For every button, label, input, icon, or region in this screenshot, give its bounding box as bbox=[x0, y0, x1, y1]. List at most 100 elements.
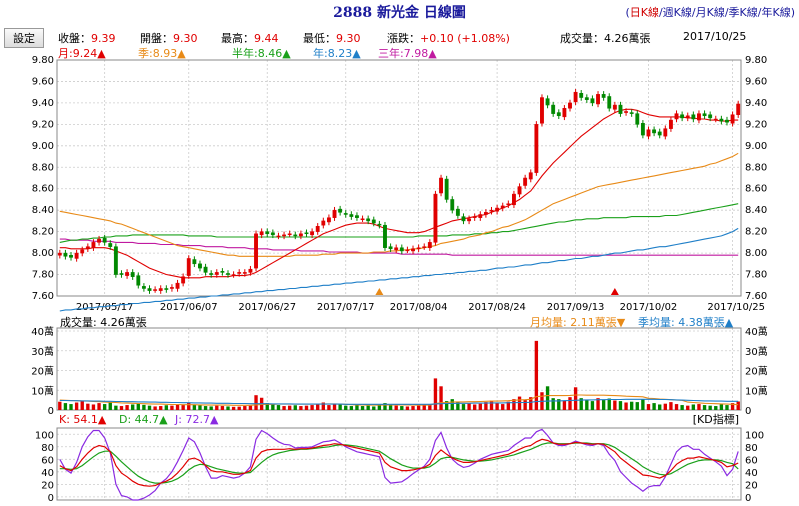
volume-bar bbox=[562, 400, 567, 410]
settings-button[interactable]: 設定 bbox=[4, 28, 44, 48]
volume-bar bbox=[400, 406, 404, 410]
period-separator: / bbox=[757, 6, 762, 19]
candle-body bbox=[562, 108, 567, 118]
kd-ytick-right: 80 bbox=[745, 443, 758, 454]
period-2[interactable]: 月K線 bbox=[695, 6, 725, 19]
candle-body bbox=[69, 254, 73, 258]
period-0[interactable]: 日K線 bbox=[629, 6, 659, 19]
volume-ytick-right: 30萬 bbox=[745, 345, 768, 358]
period-1[interactable]: 週K線 bbox=[662, 6, 692, 19]
volume-bar bbox=[383, 403, 387, 410]
volume-bar bbox=[316, 404, 320, 410]
volume-bar bbox=[388, 404, 393, 410]
volume-bar bbox=[293, 405, 297, 410]
volume-bar bbox=[220, 406, 225, 410]
candle-body bbox=[209, 273, 214, 275]
volume-bar bbox=[523, 400, 527, 410]
volume-bar bbox=[708, 405, 712, 410]
period-4[interactable]: 年K線 bbox=[761, 6, 791, 19]
candle-body bbox=[596, 94, 600, 105]
volume-bar bbox=[91, 404, 96, 410]
volume-bar bbox=[349, 406, 354, 410]
candle-body bbox=[214, 272, 219, 275]
volume-bar bbox=[416, 405, 421, 410]
volume-bar bbox=[618, 401, 623, 410]
ma-cross-marker bbox=[375, 288, 384, 295]
candle-body bbox=[725, 119, 729, 123]
x-tick-label: 2017/06/27 bbox=[238, 302, 296, 313]
candle-body bbox=[310, 231, 315, 236]
candle-body bbox=[399, 247, 404, 252]
kd-ytick-left: 80 bbox=[41, 443, 54, 454]
volume-bar bbox=[590, 401, 595, 410]
volume-bar bbox=[147, 405, 152, 410]
candle-body bbox=[158, 288, 163, 291]
volume-bar bbox=[265, 403, 269, 410]
candle-body bbox=[147, 288, 152, 291]
volume-bar bbox=[153, 406, 157, 410]
price-ytick-left: 9.00 bbox=[32, 141, 54, 152]
candle-body bbox=[186, 258, 191, 276]
period-separator: / bbox=[691, 6, 696, 19]
volume-bar bbox=[411, 406, 415, 410]
volume-bar bbox=[529, 397, 533, 410]
period-3[interactable]: 季K線 bbox=[728, 6, 758, 19]
candle-body bbox=[461, 216, 466, 222]
ma-3year-line bbox=[59, 238, 739, 256]
x-tick-label: 2017/10/02 bbox=[620, 302, 678, 313]
volume-bar bbox=[142, 404, 146, 410]
price-ytick-right: 8.00 bbox=[745, 248, 767, 259]
price-ytick-left: 7.80 bbox=[32, 270, 54, 281]
candle-body bbox=[321, 220, 326, 226]
candle-body bbox=[338, 208, 343, 213]
period-selector: (日K線/週K線/月K線/季K線/年K線) bbox=[625, 4, 795, 20]
candle-body bbox=[523, 177, 528, 186]
volume-bar bbox=[271, 404, 275, 410]
candle-body bbox=[680, 114, 685, 119]
candle-body bbox=[97, 238, 101, 243]
volume-bar bbox=[287, 405, 292, 410]
candle-body bbox=[635, 113, 640, 125]
volume-bar bbox=[394, 405, 398, 410]
price-ytick-right: 8.60 bbox=[745, 184, 767, 195]
volume-bar bbox=[327, 405, 331, 410]
volume-bar bbox=[321, 402, 325, 410]
candle-body bbox=[556, 112, 561, 117]
volume-bars bbox=[58, 340, 740, 410]
volume-month-avg-line bbox=[59, 394, 739, 406]
volume-bar bbox=[719, 404, 724, 410]
price-ytick-right: 9.80 bbox=[745, 55, 767, 66]
candle-body bbox=[113, 246, 118, 275]
volume-bar bbox=[467, 403, 471, 410]
candle-body bbox=[618, 104, 623, 114]
volume-bar bbox=[484, 402, 488, 410]
panel-labels: 成交量: 4.26萬張 月均量: 2.11萬張▼ 季均量: 4.38萬張▲ K: 54… bbox=[59, 315, 739, 426]
volume-bar bbox=[366, 405, 370, 410]
candle-body bbox=[730, 114, 735, 124]
price-ytick-right: 9.60 bbox=[745, 76, 767, 87]
volume-bar bbox=[585, 400, 589, 410]
change-pct: (+1.08%) bbox=[457, 32, 510, 45]
candle-body bbox=[455, 208, 460, 216]
candle-body bbox=[388, 246, 393, 250]
volume-bar bbox=[422, 405, 426, 410]
candle-body bbox=[708, 114, 713, 119]
volume-bar bbox=[136, 403, 140, 410]
volume-bar bbox=[276, 405, 281, 410]
volume-bar bbox=[360, 406, 365, 410]
volume-bar bbox=[63, 403, 68, 410]
volume-bar bbox=[686, 405, 690, 410]
candle-body bbox=[80, 249, 85, 254]
volume-bar bbox=[714, 406, 718, 410]
candle-body bbox=[192, 259, 197, 265]
quote-close: 收盤：9.39 bbox=[58, 30, 116, 46]
candle-body bbox=[248, 268, 253, 273]
price-ytick-right: 8.80 bbox=[745, 162, 767, 173]
volume-bar bbox=[512, 399, 516, 410]
candle-body bbox=[377, 223, 382, 226]
volume-avg-lines bbox=[59, 394, 739, 406]
volume-bar bbox=[198, 405, 202, 410]
candle-body bbox=[153, 289, 158, 291]
ma-month-line bbox=[59, 108, 739, 279]
